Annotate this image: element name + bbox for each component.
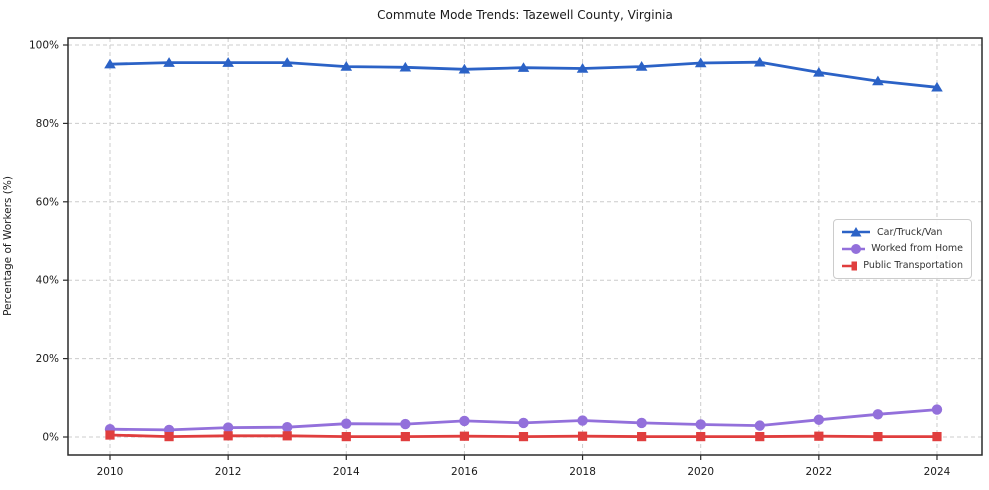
svg-text:100%: 100% <box>29 40 59 52</box>
legend-swatch-circle-icon <box>842 243 866 254</box>
chart-title: Commute Mode Trends: Tazewell County, Vi… <box>377 8 673 22</box>
circle-marker <box>518 417 529 429</box>
circle-marker <box>341 418 352 429</box>
triangle-marker <box>753 56 766 67</box>
svg-text:2020: 2020 <box>687 466 714 478</box>
square-marker <box>105 430 115 440</box>
x-tick-labels: 2010 2012 2014 2016 2018 2020 2022 2024 <box>97 466 951 478</box>
triangle-marker <box>163 57 175 67</box>
circle-marker <box>931 404 943 415</box>
circle-marker <box>222 422 234 433</box>
triangle-marker <box>694 57 707 68</box>
square-marker <box>637 432 647 442</box>
circle-marker <box>695 419 706 430</box>
square-marker <box>932 432 942 442</box>
tick-marks <box>63 44 938 460</box>
triangle-marker <box>813 66 825 77</box>
svg-text:2016: 2016 <box>451 466 478 478</box>
square-marker <box>282 431 292 441</box>
circle-marker <box>813 414 825 425</box>
svg-text:2018: 2018 <box>569 466 596 478</box>
axes-border <box>67 37 983 456</box>
triangle-marker <box>517 62 530 72</box>
legend-swatch-square-icon <box>842 261 858 271</box>
svg-text:2010: 2010 <box>97 466 124 478</box>
square-marker <box>696 432 706 442</box>
circle-marker <box>872 409 884 420</box>
legend-label: Public Transportation <box>863 260 963 272</box>
legend-label: Worked from Home <box>871 243 963 255</box>
legend: Car/Truck/Van Worked from Home Public Tr… <box>833 219 972 279</box>
square-marker <box>400 432 410 442</box>
svg-text:2014: 2014 <box>333 466 360 478</box>
triangle-marker <box>931 81 943 92</box>
triangle-marker <box>104 58 116 69</box>
svg-text:20%: 20% <box>36 353 59 365</box>
circle-marker <box>636 417 647 429</box>
square-marker <box>164 432 174 442</box>
triangle-marker <box>576 63 589 73</box>
svg-text:2024: 2024 <box>924 466 951 478</box>
circle-marker <box>400 418 411 430</box>
square-marker <box>518 432 529 442</box>
svg-text:2022: 2022 <box>805 466 832 478</box>
square-marker <box>459 431 470 441</box>
triangle-marker <box>635 61 648 71</box>
svg-text:60%: 60% <box>36 196 59 208</box>
circle-marker <box>577 415 588 426</box>
square-marker <box>577 431 588 441</box>
series-worked-from-home <box>104 404 943 436</box>
triangle-marker <box>872 75 884 86</box>
triangle-marker <box>281 57 294 67</box>
series-car-truck-van <box>104 56 943 92</box>
circle-marker <box>754 420 765 431</box>
square-marker <box>755 432 765 442</box>
square-marker <box>814 431 824 441</box>
legend-swatch-triangle-icon <box>842 227 870 237</box>
legend-item-public-transportation: Public Transportation <box>841 258 963 274</box>
legend-item-car-truck-van: Car/Truck/Van <box>841 224 963 240</box>
svg-text:40%: 40% <box>36 275 59 287</box>
square-marker <box>873 432 883 442</box>
square-marker <box>341 432 351 442</box>
circle-marker <box>459 415 470 427</box>
triangle-marker <box>458 63 471 74</box>
svg-text:2012: 2012 <box>215 466 242 478</box>
square-marker <box>223 431 233 441</box>
series-public-transportation <box>105 430 942 442</box>
triangle-marker <box>399 61 412 72</box>
circle-marker <box>282 422 293 433</box>
triangle-marker <box>340 61 353 71</box>
svg-text:0%: 0% <box>42 432 59 444</box>
y-tick-labels: 0% 20% 40% 60% 80% 100% <box>29 40 59 444</box>
legend-label: Car/Truck/Van <box>877 226 943 238</box>
triangle-marker <box>222 57 234 67</box>
svg-text:80%: 80% <box>36 118 59 130</box>
legend-item-worked-from-home: Worked from Home <box>841 241 963 257</box>
